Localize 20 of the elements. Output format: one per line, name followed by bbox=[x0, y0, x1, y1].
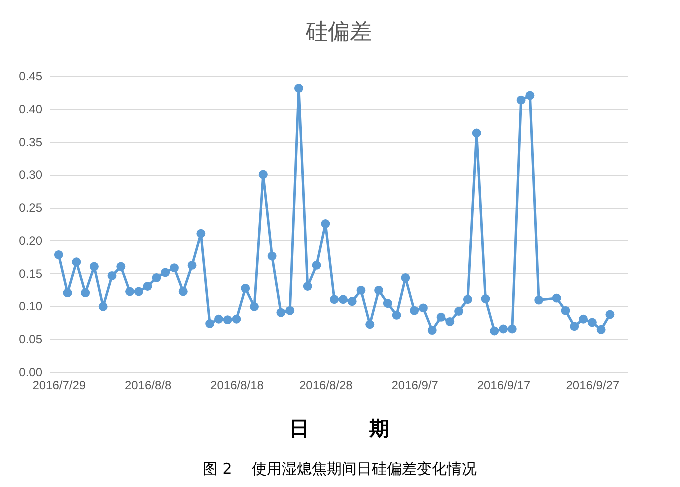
y-tick-label: 0.35 bbox=[19, 135, 43, 150]
y-tick-label: 0.45 bbox=[19, 70, 43, 84]
x-tick-label: 2016/8/28 bbox=[299, 378, 354, 392]
y-tick-label: 0.10 bbox=[19, 300, 43, 314]
x-tick-label: 2016/8/8 bbox=[124, 378, 172, 392]
x-tick-label: 2016/8/18 bbox=[210, 378, 264, 392]
x-tick-label: 2016/9/7 bbox=[392, 378, 439, 392]
x-tick-label: 2016/7/29 bbox=[32, 378, 86, 392]
y-tick-label: 0.20 bbox=[19, 234, 43, 248]
x-tick-label: 2016/9/27 bbox=[566, 378, 620, 392]
chart-title: 硅偏差 bbox=[305, 20, 372, 45]
y-tick-label: 0.05 bbox=[19, 332, 43, 347]
y-tick-label: 0.30 bbox=[19, 168, 43, 182]
y-tick-label: 0.40 bbox=[19, 102, 43, 116]
y-tick-label: 0.00 bbox=[19, 366, 43, 380]
caption: 图 2 使用湿熄焦期间日硅偏差变化情况 bbox=[202, 460, 478, 479]
y-tick-label: 0.25 bbox=[19, 201, 43, 216]
x-tick-label: 2016/9/17 bbox=[477, 378, 532, 392]
x-axis-title: 日 期 bbox=[290, 416, 390, 440]
y-tick-label: 0.15 bbox=[19, 266, 43, 281]
